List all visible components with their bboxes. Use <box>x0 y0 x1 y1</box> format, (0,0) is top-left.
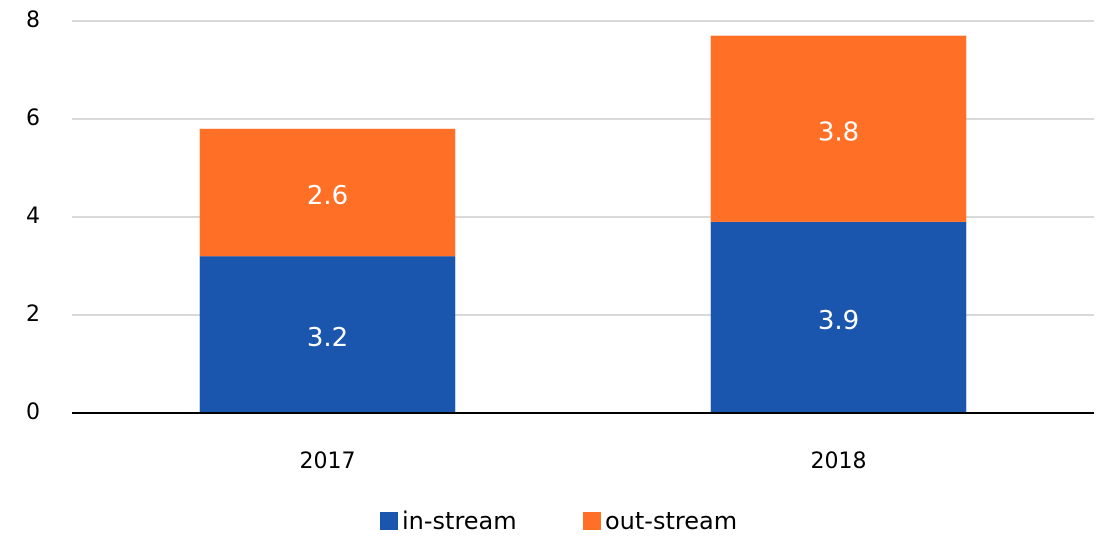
y-tick-label: 4 <box>26 204 40 229</box>
data-label: 3.9 <box>818 306 859 336</box>
bar-segment <box>710 35 967 222</box>
y-tick-label: 2 <box>26 302 40 327</box>
data-label: 2.6 <box>307 181 348 211</box>
legend-label: in-stream <box>402 507 517 535</box>
bar-segment <box>199 128 456 257</box>
y-tick-label: 0 <box>26 400 40 425</box>
data-label: 3.8 <box>818 117 859 147</box>
legend-label: out-stream <box>605 507 737 535</box>
data-label: 3.2 <box>307 323 348 353</box>
legend-swatch <box>380 512 398 530</box>
y-tick-label: 6 <box>26 106 40 131</box>
legend-swatch <box>583 512 601 530</box>
bar-segment <box>199 256 456 413</box>
x-tick-label: 2017 <box>300 449 356 474</box>
y-tick-label: 8 <box>26 8 40 33</box>
x-tick-label: 2018 <box>811 449 867 474</box>
bar-segment <box>710 221 967 413</box>
